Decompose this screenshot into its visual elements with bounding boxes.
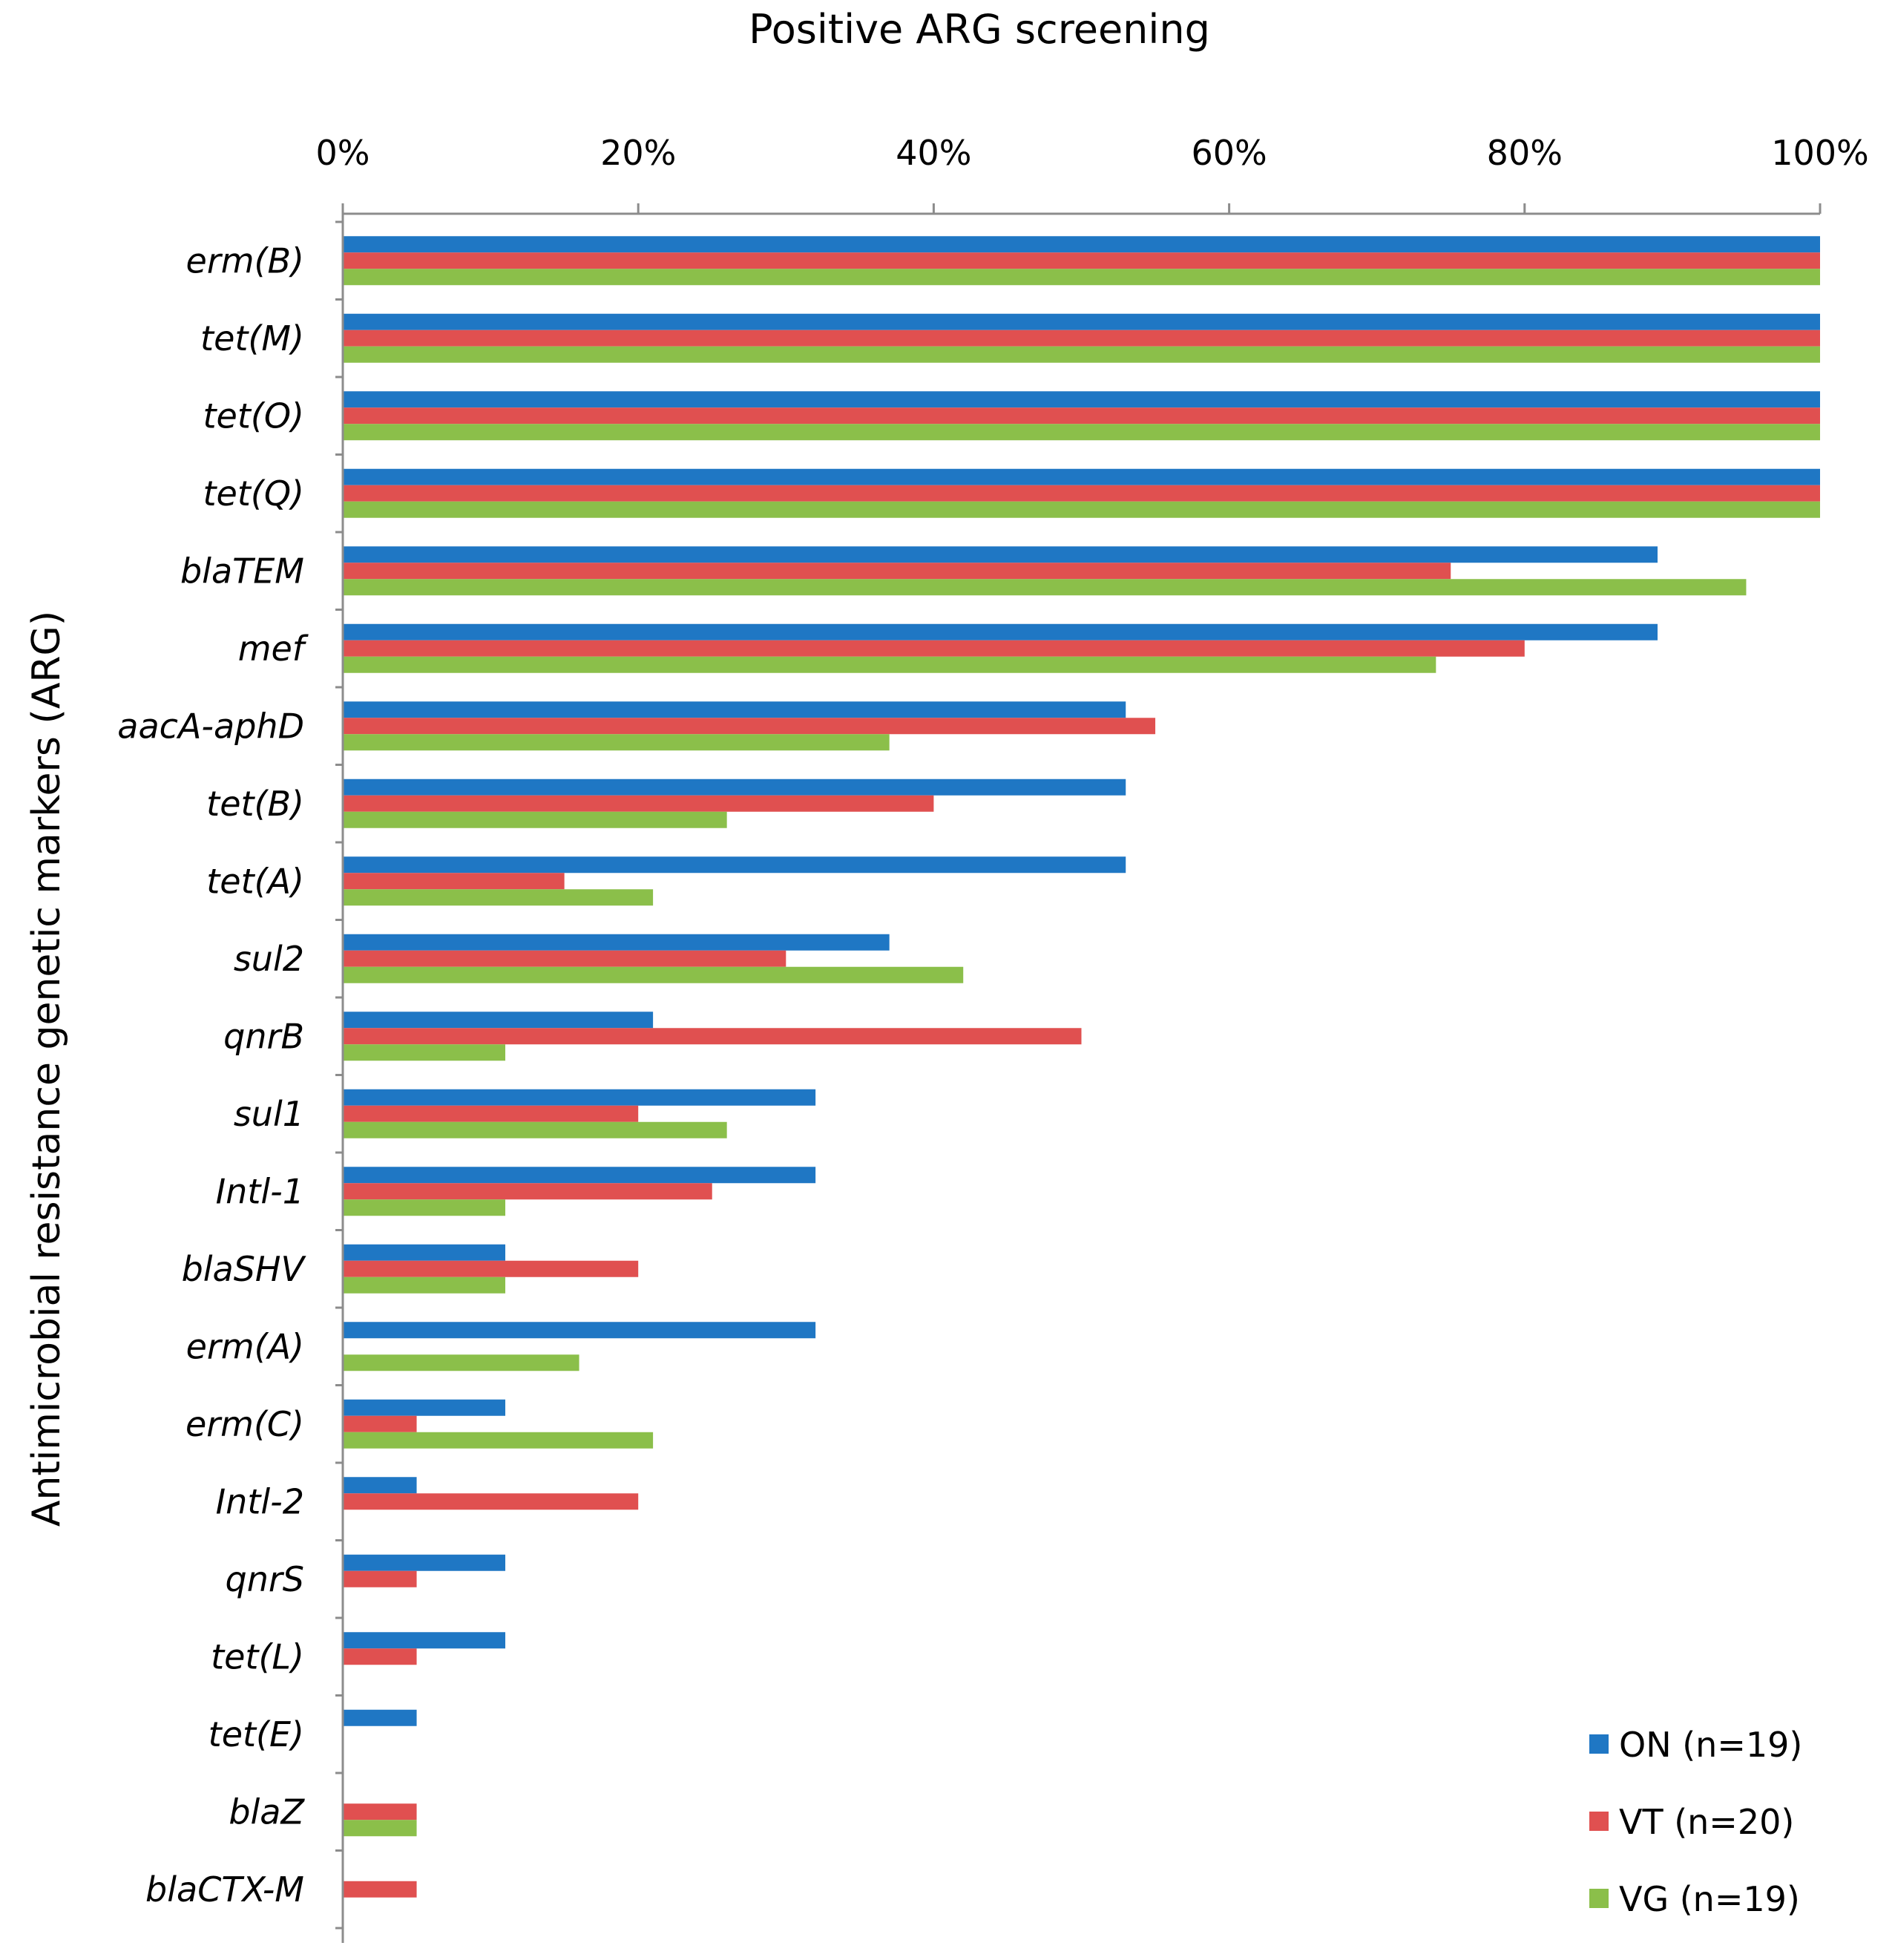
bar bbox=[344, 779, 1126, 796]
axes bbox=[341, 212, 1820, 1943]
x-tick-label: 0% bbox=[316, 133, 370, 173]
bar bbox=[344, 656, 1436, 673]
y-tick-label: erm(C) bbox=[185, 1404, 304, 1444]
bar bbox=[344, 1276, 506, 1294]
y-tick-label: sul2 bbox=[234, 939, 304, 979]
bar bbox=[344, 546, 1658, 563]
bar bbox=[344, 1199, 506, 1216]
bar bbox=[344, 950, 786, 967]
y-tick-label: mef bbox=[238, 629, 309, 669]
x-tick-label: 40% bbox=[896, 133, 971, 173]
legend-label: ON (n=19) bbox=[1619, 1725, 1802, 1765]
bar bbox=[344, 1648, 417, 1665]
bar bbox=[344, 718, 1156, 735]
bar bbox=[344, 1105, 639, 1122]
bar bbox=[344, 407, 1820, 425]
x-tick-label: 80% bbox=[1487, 133, 1563, 173]
y-tick-label: blaSHV bbox=[182, 1249, 307, 1289]
legend-swatch bbox=[1589, 1734, 1609, 1754]
bar bbox=[344, 252, 1820, 269]
bar bbox=[344, 1415, 417, 1432]
y-tick-label: erm(A) bbox=[186, 1326, 304, 1366]
bar bbox=[344, 1354, 579, 1371]
bar bbox=[344, 1803, 417, 1820]
bar bbox=[344, 330, 1820, 347]
bar bbox=[344, 1570, 417, 1587]
y-tick-label: aacA-aphD bbox=[117, 706, 304, 746]
bar bbox=[344, 1012, 654, 1029]
y-tick-label: tet(A) bbox=[206, 861, 304, 901]
bar bbox=[344, 1089, 816, 1106]
legend-label: VT (n=20) bbox=[1619, 1802, 1794, 1842]
bar bbox=[344, 424, 1820, 441]
bar bbox=[344, 623, 1658, 640]
y-tick-label: qnrB bbox=[223, 1016, 304, 1056]
y-tick-label: blaCTX-M bbox=[145, 1869, 304, 1910]
bar bbox=[344, 889, 654, 906]
bar bbox=[344, 1820, 417, 1837]
bars bbox=[344, 236, 1820, 1898]
bar bbox=[344, 1260, 639, 1277]
bar bbox=[344, 1554, 506, 1571]
y-tick-label: tet(M) bbox=[200, 318, 304, 358]
bar bbox=[344, 1493, 639, 1510]
bar bbox=[344, 966, 964, 983]
y-tick-label: tet(L) bbox=[211, 1636, 304, 1677]
bar bbox=[344, 468, 1820, 485]
bar bbox=[344, 1881, 417, 1898]
y-tick-label: tet(O) bbox=[203, 396, 304, 436]
bar bbox=[344, 485, 1820, 502]
y-tick-label: erm(B) bbox=[186, 240, 304, 281]
bar bbox=[344, 579, 1747, 596]
y-tick-label: tet(Q) bbox=[203, 473, 304, 514]
bar bbox=[344, 701, 1126, 718]
bar bbox=[344, 1244, 506, 1261]
bar bbox=[344, 1167, 816, 1184]
y-tick-label: sul1 bbox=[234, 1094, 304, 1134]
bar bbox=[344, 236, 1820, 253]
bar bbox=[344, 1121, 727, 1138]
bar bbox=[344, 1028, 1082, 1045]
bar bbox=[344, 1183, 712, 1200]
y-tick-label: blaZ bbox=[229, 1792, 305, 1832]
bar bbox=[344, 795, 934, 812]
y-tick-label: qnrS bbox=[226, 1559, 304, 1599]
chart-title: Positive ARG screening bbox=[749, 6, 1210, 53]
bar bbox=[344, 934, 890, 951]
bar bbox=[344, 1322, 816, 1339]
y-tick-label: tet(B) bbox=[206, 784, 304, 824]
bar bbox=[344, 1632, 506, 1649]
legend: ON (n=19) VT (n=20) VG (n=19) bbox=[1589, 1725, 1802, 1919]
y-axis-ticks: erm(B) tet(M) tet(O) tet(Q) blaTEM mef aacA-ap… bbox=[117, 220, 343, 1930]
bar bbox=[344, 313, 1820, 330]
x-tick-label: 20% bbox=[600, 133, 676, 173]
legend-label: VG (n=19) bbox=[1619, 1879, 1800, 1919]
bar bbox=[344, 391, 1820, 408]
y-tick-label: Intl-1 bbox=[216, 1171, 304, 1211]
bar bbox=[344, 640, 1525, 657]
y-tick-label: Intl-2 bbox=[216, 1481, 304, 1521]
bar bbox=[344, 563, 1451, 580]
y-tick-label: tet(E) bbox=[208, 1714, 304, 1754]
x-axis-ticks: 0% 20% 40% 60% 80% 100% bbox=[316, 133, 1869, 214]
bar bbox=[344, 346, 1820, 363]
bar bbox=[344, 1432, 654, 1449]
bar bbox=[344, 269, 1820, 286]
bar bbox=[344, 811, 727, 828]
y-axis-label: Antimicrobial resistance genetic markers… bbox=[24, 611, 69, 1527]
legend-swatch bbox=[1589, 1889, 1609, 1908]
bar bbox=[344, 856, 1126, 874]
x-tick-label: 60% bbox=[1191, 133, 1267, 173]
bar bbox=[344, 501, 1820, 518]
bar bbox=[344, 1044, 506, 1061]
bar bbox=[344, 873, 565, 890]
y-tick-label: blaTEM bbox=[180, 551, 304, 591]
bar bbox=[344, 1477, 417, 1494]
x-tick-label: 100% bbox=[1771, 133, 1869, 173]
bar bbox=[344, 1399, 506, 1416]
legend-swatch bbox=[1589, 1812, 1609, 1831]
bar bbox=[344, 1709, 417, 1726]
bar bbox=[344, 734, 890, 751]
